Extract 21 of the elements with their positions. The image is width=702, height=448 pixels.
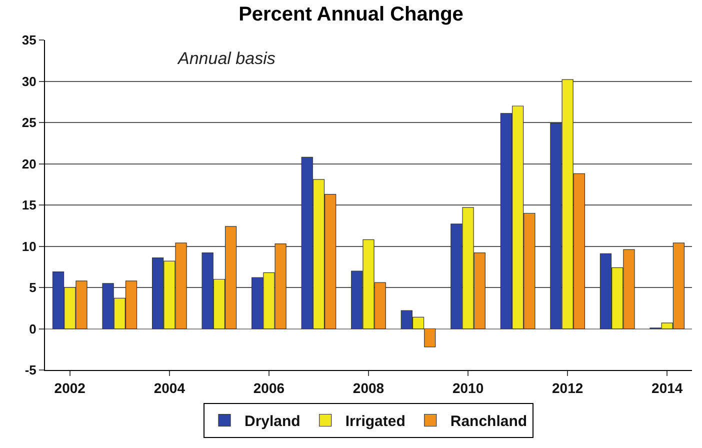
- y-tick-label: 35: [22, 32, 36, 48]
- x-tick-label: 2012: [552, 380, 584, 396]
- legend-label: Irrigated: [345, 413, 406, 430]
- y-tick-label: -5: [24, 362, 36, 378]
- y-tick-label: 10: [22, 238, 36, 254]
- x-tick-label: 2004: [154, 380, 186, 396]
- y-tick-label: 20: [22, 156, 36, 172]
- x-tick-label: 2014: [652, 380, 683, 396]
- annotation: Annual basis: [177, 49, 276, 68]
- x-tick-label: 2010: [452, 380, 484, 396]
- legend-label: Ranchland: [450, 413, 528, 430]
- x-tick-label: 2002: [54, 380, 86, 396]
- x-tick-label: 2006: [253, 380, 285, 396]
- y-tick-label: 25: [22, 115, 36, 130]
- y-tick-label: 30: [22, 74, 36, 89]
- y-tick-label: 5: [29, 280, 36, 296]
- y-tick-label: 15: [22, 198, 36, 213]
- y-tick-label: 0: [29, 321, 36, 336]
- chart-title: Percent Annual Change: [238, 4, 464, 26]
- legend-label: Dryland: [244, 413, 300, 430]
- x-tick-label: 2008: [352, 380, 384, 396]
